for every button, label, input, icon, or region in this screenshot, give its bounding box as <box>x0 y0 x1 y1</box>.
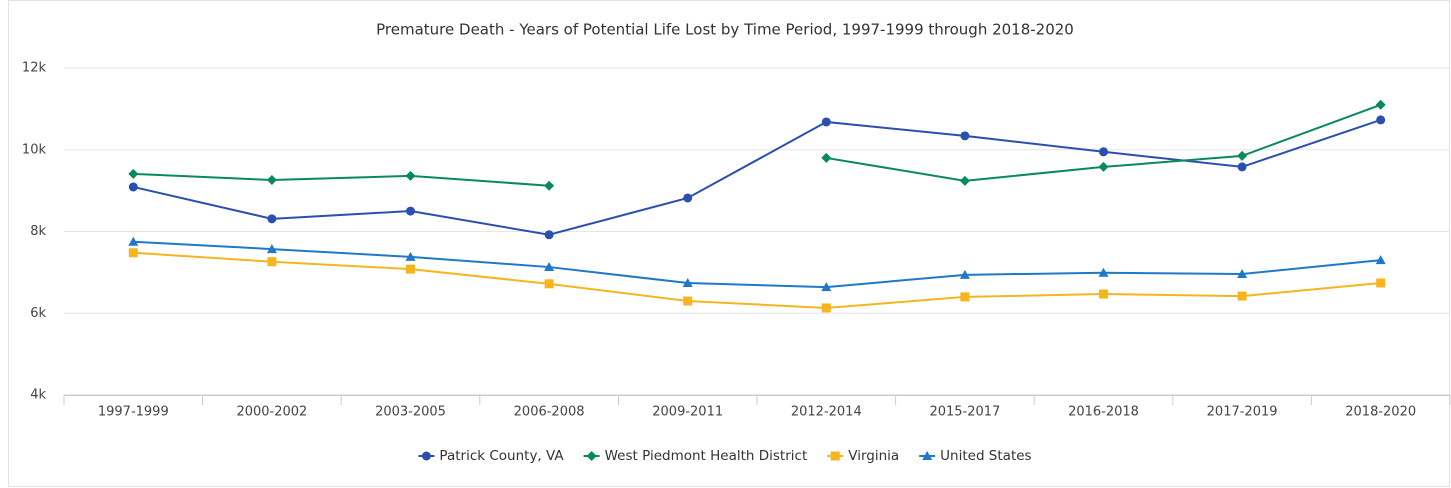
chart-frame <box>8 0 1450 487</box>
x-tick-label: 2015-2017 <box>929 405 1000 420</box>
x-tick-label: 2009-2011 <box>652 405 723 420</box>
point <box>128 248 138 258</box>
point <box>266 244 277 254</box>
chart-title: Premature Death - Years of Potential Lif… <box>376 21 1074 39</box>
point <box>1237 162 1247 172</box>
point <box>821 282 832 292</box>
y-tick-label: 8k <box>30 224 46 239</box>
point <box>405 170 416 181</box>
point <box>266 174 277 185</box>
y-tick-label: 10k <box>22 142 47 157</box>
legend-item: United States <box>919 448 1032 464</box>
legend-item: West Piedmont Health District <box>583 448 808 464</box>
point <box>821 117 831 127</box>
series-line <box>133 118 1382 236</box>
x-tick-label: 2017-2019 <box>1207 405 1278 420</box>
legend-marker <box>586 451 597 461</box>
legend: Patrick County, VA West Piedmont Health D… <box>418 448 1032 464</box>
legend-label: Virginia <box>848 448 899 464</box>
legend-label: Patrick County, VA <box>439 448 564 464</box>
x-tick-label: 2003-2005 <box>375 405 446 420</box>
point <box>1375 255 1386 265</box>
point <box>960 131 970 141</box>
point <box>128 168 139 179</box>
point <box>267 257 277 267</box>
point <box>1375 99 1386 110</box>
point <box>1098 161 1109 172</box>
x-tick-label: 2012-2014 <box>791 405 862 420</box>
point <box>682 278 693 288</box>
x-tick-label: 2006-2008 <box>514 405 585 420</box>
point <box>405 251 416 261</box>
x-tick-label: 2000-2002 <box>236 405 307 420</box>
series-line <box>133 103 1382 187</box>
point <box>406 206 415 216</box>
point <box>128 182 138 192</box>
point <box>406 264 415 274</box>
series-line <box>133 240 1381 289</box>
point <box>1376 278 1386 288</box>
point <box>683 296 693 306</box>
legend-label: West Piedmont Health District <box>605 448 808 464</box>
point <box>544 262 555 272</box>
series-line <box>133 251 1381 309</box>
y-tick-label: 12k <box>22 61 47 76</box>
legend-label: United States <box>940 448 1031 464</box>
point <box>959 269 970 279</box>
x-tick-label: 2016-2018 <box>1068 405 1139 420</box>
legend-marker <box>830 451 840 461</box>
point <box>1237 269 1248 279</box>
point <box>267 214 277 224</box>
point <box>959 175 970 186</box>
point <box>821 303 831 313</box>
point <box>960 292 970 302</box>
point <box>544 279 554 289</box>
legend-item: Patrick County, VA <box>418 448 564 464</box>
point <box>128 236 139 246</box>
point <box>1099 147 1108 157</box>
point <box>1376 115 1386 125</box>
y-tick-label: 4k <box>30 388 46 403</box>
point <box>1237 291 1247 301</box>
x-tick-label: 1997-1999 <box>98 405 169 420</box>
point <box>544 180 555 191</box>
y-tick-label: 6k <box>30 306 46 321</box>
point <box>1098 267 1109 277</box>
point <box>683 193 693 203</box>
point <box>544 230 554 240</box>
point <box>821 152 832 163</box>
legend-marker <box>421 451 431 461</box>
point <box>1099 289 1108 299</box>
point <box>1237 150 1248 161</box>
x-tick-label: 2018-2020 <box>1345 405 1416 420</box>
legend-item: Virginia <box>827 448 899 464</box>
legend-marker <box>922 451 933 460</box>
